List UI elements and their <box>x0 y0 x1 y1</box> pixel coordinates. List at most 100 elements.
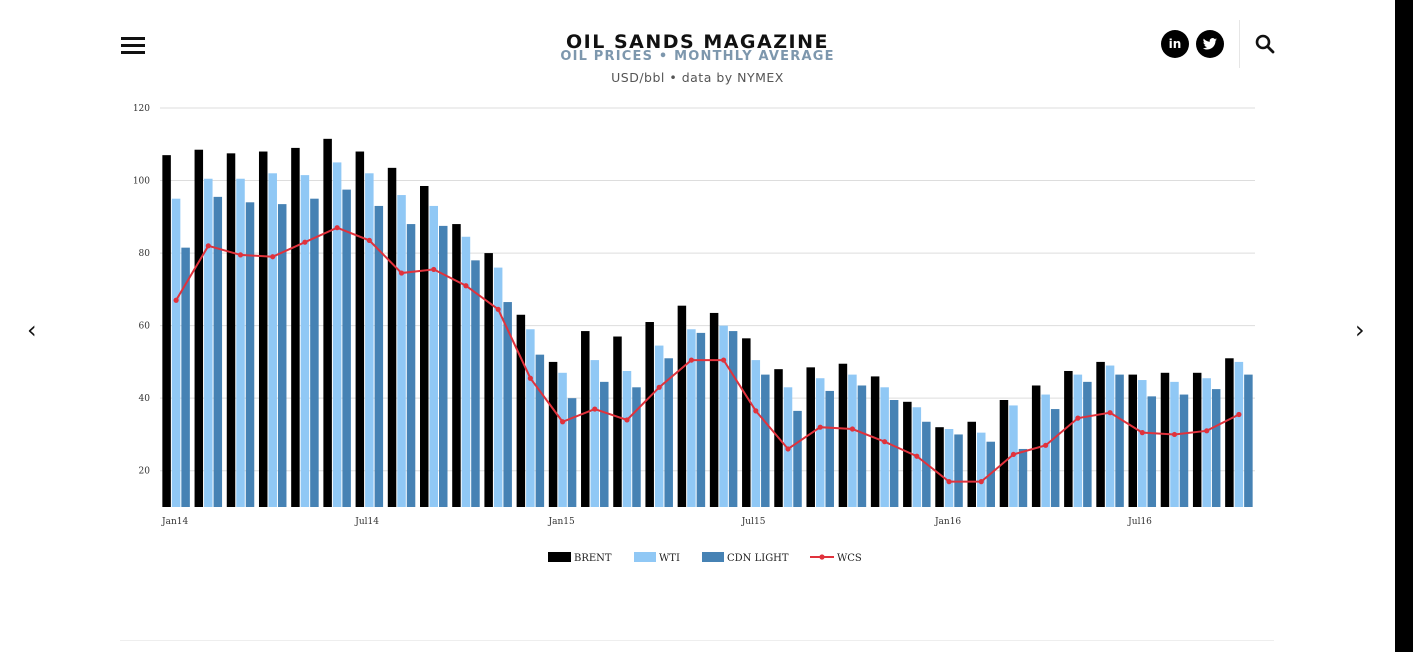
legend-swatch-wti <box>634 552 656 562</box>
bar-brent <box>548 361 558 507</box>
bar-brent <box>226 153 236 507</box>
bar-brent <box>1064 370 1073 507</box>
bar-brent <box>1096 361 1105 507</box>
point-wcs <box>1075 415 1081 421</box>
point-wcs <box>1010 451 1017 458</box>
x-tick-label: Jan15 <box>547 517 574 527</box>
legend-label: CDN LIGHT <box>727 553 789 564</box>
point-wcs <box>237 252 244 258</box>
bar-brent <box>903 401 912 507</box>
bar-brent <box>484 253 493 507</box>
bar-wti <box>1041 394 1050 507</box>
point-wcs <box>946 479 952 485</box>
point-wcs <box>1139 430 1145 436</box>
site-title[interactable]: OIL SANDS MAGAZINE <box>566 31 829 53</box>
point-wcs <box>882 439 888 445</box>
bar-brent <box>581 331 590 507</box>
point-wcs <box>495 306 501 312</box>
bar-wti <box>944 429 954 507</box>
bar-cdn-light <box>696 332 706 507</box>
header-divider <box>1239 20 1240 68</box>
point-wcs <box>334 225 340 231</box>
bar-brent <box>613 336 622 507</box>
bar-cdn-light <box>632 387 641 507</box>
bar-cdn-light <box>535 354 545 507</box>
bar-wti <box>1138 380 1147 507</box>
point-wcs <box>270 254 276 260</box>
bar-wti <box>171 198 181 507</box>
bar-wti <box>365 173 374 508</box>
legend-marker-wcs <box>819 554 825 560</box>
bar-brent <box>806 367 815 507</box>
legend-label: WCS <box>837 553 862 564</box>
window-edge-bar <box>1395 0 1413 652</box>
point-wcs <box>849 426 856 432</box>
y-tick-label: 20 <box>139 467 151 477</box>
bar-wti <box>719 325 728 507</box>
x-tick-label: Jan14 <box>161 517 188 527</box>
hamburger-menu-icon[interactable] <box>121 37 145 55</box>
bar-wti <box>397 195 406 507</box>
point-wcs <box>656 384 662 390</box>
bar-brent <box>870 376 880 507</box>
linkedin-icon[interactable]: in <box>1161 30 1189 58</box>
bar-brent <box>838 363 848 507</box>
bar-wti <box>204 178 213 507</box>
bar-wti <box>654 345 664 507</box>
point-wcs <box>592 406 598 412</box>
twitter-bird-icon <box>1202 38 1217 50</box>
bar-brent <box>935 427 944 507</box>
point-wcs <box>302 239 308 245</box>
bar-wti <box>236 178 245 507</box>
y-tick-label: 100 <box>133 177 150 187</box>
next-arrow-icon[interactable]: › <box>1355 316 1365 344</box>
bar-wti <box>622 370 632 507</box>
bar-wti <box>751 360 761 507</box>
bar-brent <box>1192 372 1202 507</box>
point-wcs <box>1236 411 1242 418</box>
bar-brent <box>452 224 461 507</box>
legend-swatch-cdn-light <box>702 552 724 562</box>
previous-arrow-icon[interactable]: ‹ <box>27 316 37 344</box>
point-wcs <box>785 446 791 452</box>
point-wcs <box>366 237 372 243</box>
bar-brent <box>1031 385 1041 507</box>
point-wcs <box>527 375 533 381</box>
bar-wti <box>1073 374 1083 507</box>
bar-cdn-light <box>439 225 448 508</box>
bar-wti <box>977 432 986 507</box>
bar-cdn-light <box>664 358 673 507</box>
bar-wti <box>1202 378 1211 507</box>
bar-wti <box>558 372 567 507</box>
y-tick-label: 60 <box>139 322 151 332</box>
search-icon[interactable] <box>1255 34 1275 54</box>
bar-cdn-light <box>1115 374 1124 507</box>
bar-cdn-light <box>567 398 577 507</box>
y-tick-label: 80 <box>139 249 151 259</box>
bar-cdn-light <box>503 302 512 507</box>
bar-cdn-light <box>374 205 384 507</box>
legend-label: WTI <box>659 553 680 564</box>
point-wcs <box>398 270 405 276</box>
bar-cdn-light <box>1050 409 1060 507</box>
bar-brent <box>387 167 397 507</box>
twitter-icon[interactable] <box>1196 30 1224 58</box>
bar-cdn-light <box>181 247 190 507</box>
bar-brent <box>742 338 751 507</box>
bar-brent <box>709 312 719 507</box>
bar-brent <box>258 151 268 507</box>
bar-cdn-light <box>728 331 738 507</box>
bar-cdn-light <box>857 385 867 507</box>
x-tick-label: Jul15 <box>741 517 766 527</box>
bar-cdn-light <box>1179 394 1189 507</box>
bar-wti <box>429 205 438 507</box>
bar-wti <box>687 329 696 507</box>
bar-cdn-light <box>761 374 770 507</box>
point-wcs <box>688 357 694 363</box>
bar-cdn-light <box>954 434 963 507</box>
bar-cdn-light <box>310 198 319 507</box>
bar-wti <box>880 387 889 507</box>
point-wcs <box>817 424 823 430</box>
bar-wti <box>526 329 535 507</box>
